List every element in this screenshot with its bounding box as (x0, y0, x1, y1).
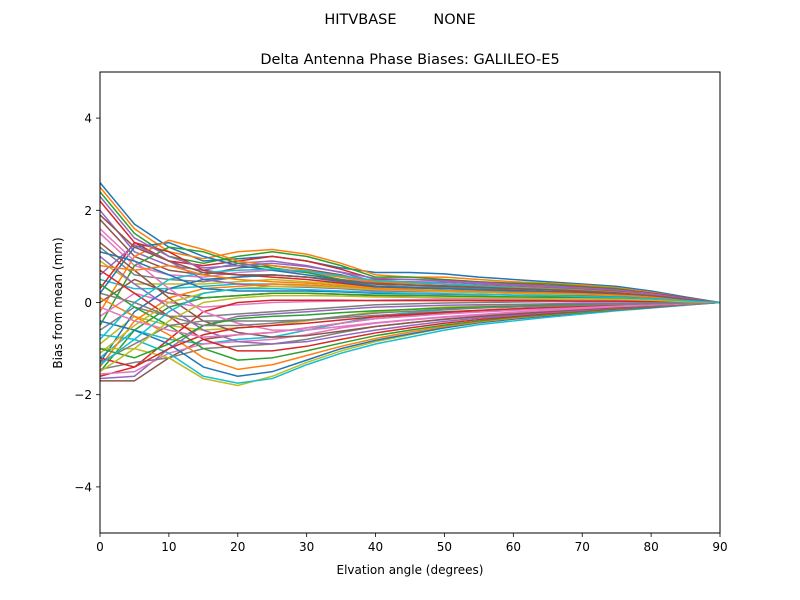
y-tick-label: −4 (74, 480, 92, 494)
series-line-48 (100, 292, 720, 327)
y-tick-label: 4 (84, 112, 92, 126)
series-line-42 (100, 264, 720, 304)
series-line-46 (100, 214, 720, 304)
series-layer (100, 182, 720, 387)
x-tick-label: 80 (643, 540, 658, 554)
x-tick-label: 50 (437, 540, 452, 554)
x-axis: 0 10 20 30 40 50 60 70 80 90 (96, 533, 728, 554)
x-tick-label: 30 (299, 540, 314, 554)
series-line-50 (100, 287, 720, 366)
y-axis: −4 −2 0 2 4 (74, 112, 100, 494)
x-tick-label: 90 (712, 540, 727, 554)
plot-frame (99, 71, 721, 534)
x-tick-label: 0 (96, 540, 104, 554)
series-line-49 (100, 294, 720, 373)
x-axis-label: Elvation angle (degrees) (337, 563, 484, 577)
series-line-30 (100, 301, 720, 384)
y-axis-label: Bias from mean (mm) (51, 237, 65, 368)
series-line-23 (100, 292, 720, 373)
series-line-45 (100, 195, 720, 304)
x-tick-label: 70 (575, 540, 590, 554)
x-tick-label: 10 (161, 540, 176, 554)
y-tick-label: −2 (74, 388, 92, 402)
figure-suptitle: HITVBASE NONE (324, 12, 475, 28)
series-line-47 (100, 301, 720, 338)
series-line-3 (100, 191, 720, 304)
x-tick-label: 60 (506, 540, 521, 554)
y-tick-label: 0 (84, 296, 92, 310)
x-tick-label: 20 (230, 540, 245, 554)
chart-title: Delta Antenna Phase Biases: GALILEO-E5 (260, 52, 559, 68)
series-line-1 (100, 182, 720, 304)
y-tick-label: 2 (84, 204, 92, 218)
x-tick-label: 40 (368, 540, 383, 554)
